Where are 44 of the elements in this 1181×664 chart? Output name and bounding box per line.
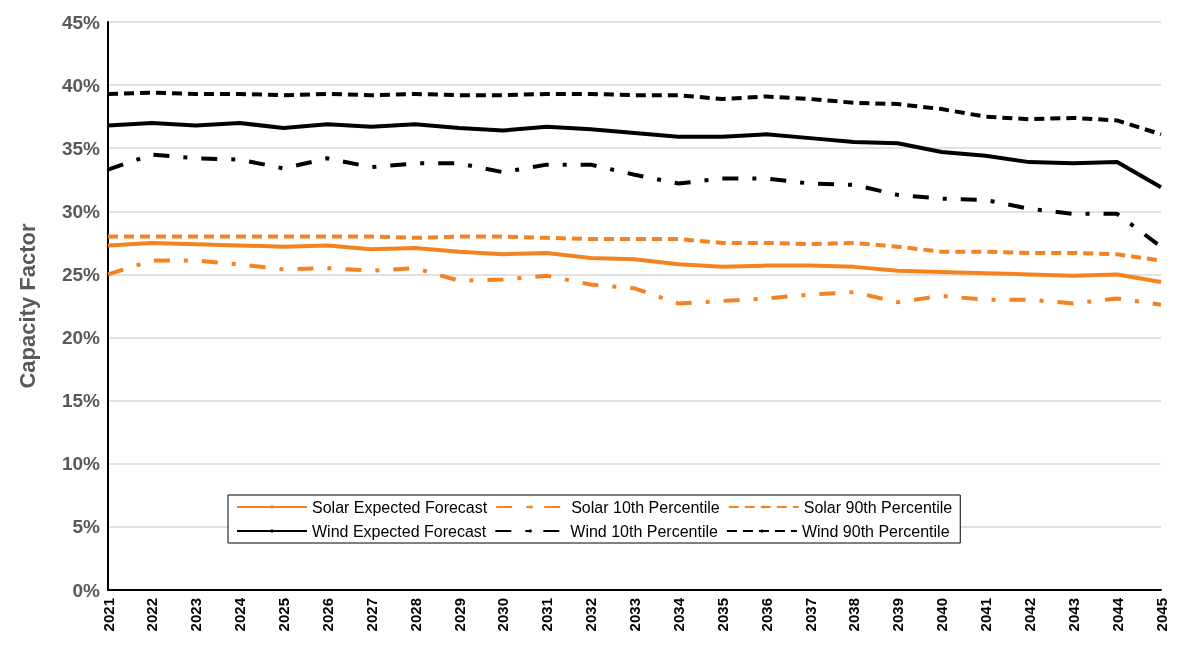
y-axis-title: Capacity Factor (14, 223, 40, 389)
x-tick-label: 2042 (1020, 598, 1038, 632)
x-tick-label: 2037 (801, 598, 819, 632)
y-tick-label: 25% (61, 263, 101, 285)
x-tick-label: 2033 (626, 598, 643, 632)
x-tick-label: 2045 (1152, 598, 1170, 632)
legend-label: Wind 90th Percentile (801, 522, 950, 540)
x-tick-label: 2041 (977, 598, 994, 632)
x-tick-label: 2040 (933, 598, 951, 632)
y-tick-label: 35% (61, 137, 101, 159)
x-tick-label: 2032 (582, 598, 600, 632)
legend-label: Solar 10th Percentile (571, 498, 720, 516)
legend-label: Solar Expected Forecast (312, 498, 488, 516)
y-tick-label: 0% (72, 579, 101, 601)
legend-label: Wind Expected Forecast (312, 522, 487, 540)
y-tick-label: 15% (61, 390, 101, 412)
y-tick-label: 40% (61, 74, 101, 96)
x-tick-label: 2025 (275, 598, 292, 632)
x-tick-label: 2023 (187, 598, 205, 632)
y-tick-label: 5% (72, 516, 101, 538)
x-tick-label: 2031 (538, 598, 556, 632)
y-tick-label: 20% (61, 327, 101, 349)
x-tick-label: 2030 (494, 598, 512, 632)
x-tick-label: 2028 (406, 598, 424, 632)
x-tick-label: 2035 (713, 598, 731, 632)
line-series (106, 240, 1163, 285)
x-tick-label: 2029 (450, 598, 468, 632)
y-tick-label: 45% (61, 11, 101, 33)
x-tick-label: 2026 (318, 598, 336, 632)
x-tick-label: 2036 (757, 598, 775, 632)
x-tick-label: 2043 (1064, 598, 1082, 632)
x-tick-label: 2039 (889, 598, 907, 632)
y-tick-label: 10% (61, 453, 101, 475)
x-tick-label: 2024 (231, 597, 249, 632)
x-tick-label: 2027 (362, 598, 380, 632)
line-series (106, 258, 1163, 307)
legend-label: Wind 10th Percentile (570, 522, 719, 540)
x-tick-label: 2021 (99, 598, 117, 632)
legend-label: Solar 90th Percentile (803, 498, 953, 516)
y-tick-label: 30% (61, 200, 101, 222)
x-tick-label: 2022 (143, 598, 161, 632)
x-tick-label: 2038 (845, 598, 863, 632)
x-tick-label: 2044 (1108, 597, 1126, 632)
x-tick-label: 2034 (669, 597, 687, 632)
